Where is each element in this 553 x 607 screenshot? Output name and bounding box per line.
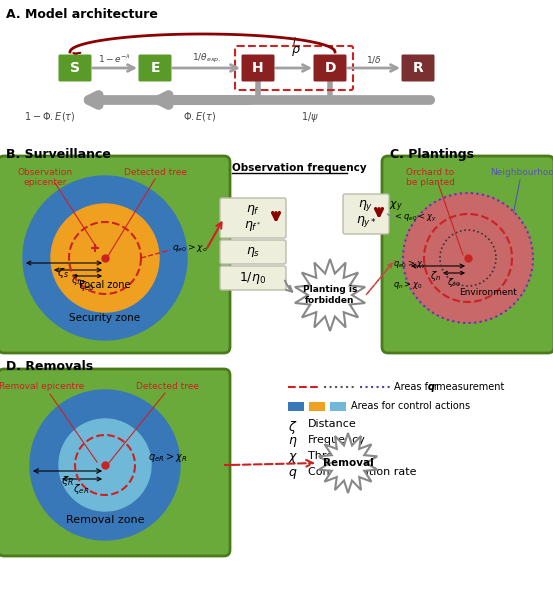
Text: Planting is
forbidden: Planting is forbidden xyxy=(303,285,357,305)
Text: Contamination rate: Contamination rate xyxy=(308,467,416,477)
Text: $\zeta_{e0}$: $\zeta_{e0}$ xyxy=(79,279,95,293)
Text: B. Surveillance: B. Surveillance xyxy=(6,148,111,161)
Text: $q_{eR}>\chi_R$: $q_{eR}>\chi_R$ xyxy=(148,450,187,464)
Text: $\zeta_{e0}$: $\zeta_{e0}$ xyxy=(447,276,461,289)
FancyBboxPatch shape xyxy=(220,240,286,264)
Text: R: R xyxy=(413,61,424,75)
Text: $\zeta_R$: $\zeta_R$ xyxy=(61,474,74,488)
Text: $1/\delta$: $1/\delta$ xyxy=(366,54,382,65)
Circle shape xyxy=(403,193,533,323)
Text: D. Removals: D. Removals xyxy=(6,360,93,373)
Text: Orchard to
be planted: Orchard to be planted xyxy=(405,168,455,188)
FancyBboxPatch shape xyxy=(309,402,325,411)
Text: $\eta_f$: $\eta_f$ xyxy=(246,203,260,217)
Text: Environment: Environment xyxy=(459,288,517,297)
Text: $1-\Phi.E(\tau)$: $1-\Phi.E(\tau)$ xyxy=(24,110,76,123)
Circle shape xyxy=(51,204,159,312)
Text: $q_{e0}>\chi_{o}$: $q_{e0}>\chi_{o}$ xyxy=(172,242,208,254)
Text: I: I xyxy=(293,37,295,47)
Text: $\zeta_f$: $\zeta_f$ xyxy=(71,273,82,287)
FancyBboxPatch shape xyxy=(314,55,347,81)
Text: $q_{e0}>\chi_y$: $q_{e0}>\chi_y$ xyxy=(393,259,427,271)
FancyBboxPatch shape xyxy=(220,266,286,290)
Text: $\zeta_s$: $\zeta_s$ xyxy=(57,266,69,280)
Text: $q$: $q$ xyxy=(288,467,298,481)
Text: $\zeta_n$: $\zeta_n$ xyxy=(430,269,442,283)
Text: Areas for: Areas for xyxy=(394,382,441,392)
Text: C. Plantings: C. Plantings xyxy=(390,148,474,161)
Text: H: H xyxy=(252,61,264,75)
Text: $<q_{e0}<\chi_y$: $<q_{e0}<\chi_y$ xyxy=(393,212,437,224)
Text: measurement: measurement xyxy=(433,382,504,392)
Text: $\eta_{f^*}$: $\eta_{f^*}$ xyxy=(244,219,262,233)
Text: E: E xyxy=(150,61,160,75)
Text: q: q xyxy=(428,382,435,392)
Text: D: D xyxy=(324,61,336,75)
Text: Threshold: Threshold xyxy=(308,451,363,461)
Text: $1-e^{-\lambda}$: $1-e^{-\lambda}$ xyxy=(98,53,132,65)
Text: Distance: Distance xyxy=(308,419,357,429)
Text: $\rho$: $\rho$ xyxy=(291,44,301,58)
Text: $\eta_{y*}$: $\eta_{y*}$ xyxy=(356,214,377,229)
FancyBboxPatch shape xyxy=(382,156,553,353)
Text: $q_n>\chi_0$: $q_n>\chi_0$ xyxy=(393,279,423,291)
Polygon shape xyxy=(295,259,365,331)
FancyBboxPatch shape xyxy=(343,194,389,234)
FancyBboxPatch shape xyxy=(138,55,171,81)
Circle shape xyxy=(30,390,180,540)
Text: $1/\psi$: $1/\psi$ xyxy=(301,110,319,124)
Text: $\Phi.E(\tau)$: $\Phi.E(\tau)$ xyxy=(183,110,217,123)
FancyBboxPatch shape xyxy=(242,55,274,81)
FancyBboxPatch shape xyxy=(59,55,91,81)
Text: Security zone: Security zone xyxy=(70,313,140,323)
Text: $\chi_y$: $\chi_y$ xyxy=(389,200,403,214)
Text: Removal epicentre: Removal epicentre xyxy=(0,382,85,391)
Text: Observation frequency: Observation frequency xyxy=(232,163,367,173)
Text: $\zeta$: $\zeta$ xyxy=(288,419,298,436)
FancyBboxPatch shape xyxy=(220,198,286,238)
Text: Detected tree: Detected tree xyxy=(137,382,200,391)
Text: $\zeta_{eR}$: $\zeta_{eR}$ xyxy=(73,482,89,496)
Circle shape xyxy=(59,419,151,511)
FancyBboxPatch shape xyxy=(0,156,230,353)
Text: $\eta$: $\eta$ xyxy=(288,435,298,449)
FancyBboxPatch shape xyxy=(401,55,435,81)
Text: Detected tree: Detected tree xyxy=(123,168,186,177)
Text: $\chi$: $\chi$ xyxy=(288,451,299,465)
FancyBboxPatch shape xyxy=(288,402,304,411)
Text: $\eta_s$: $\eta_s$ xyxy=(246,245,260,259)
FancyBboxPatch shape xyxy=(0,369,230,556)
Text: $1/\eta_0$: $1/\eta_0$ xyxy=(239,270,267,286)
FancyBboxPatch shape xyxy=(330,402,346,411)
Text: Frequency: Frequency xyxy=(308,435,366,445)
Text: Areas for control actions: Areas for control actions xyxy=(351,401,470,411)
Text: S: S xyxy=(70,61,80,75)
Text: A. Model architecture: A. Model architecture xyxy=(6,8,158,21)
Text: Focal zone: Focal zone xyxy=(79,280,131,290)
Text: $1/\theta_{exp.}$: $1/\theta_{exp.}$ xyxy=(192,52,221,65)
Text: Neighbourhood: Neighbourhood xyxy=(490,168,553,177)
Text: Removal zone: Removal zone xyxy=(66,515,144,525)
Circle shape xyxy=(23,176,187,340)
Text: Observation
epicenter: Observation epicenter xyxy=(18,168,72,188)
Polygon shape xyxy=(319,433,377,493)
Text: $\eta_y$: $\eta_y$ xyxy=(358,198,374,214)
Text: Removal: Removal xyxy=(322,458,373,468)
